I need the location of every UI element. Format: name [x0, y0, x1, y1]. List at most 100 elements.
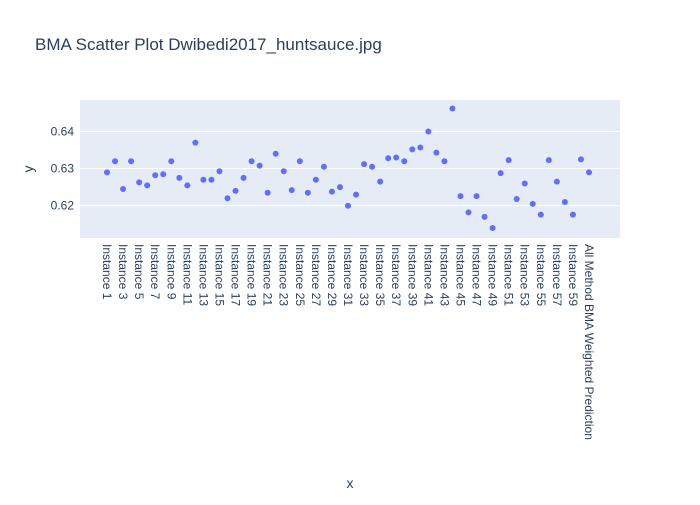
x-tick-label: Instance 27	[309, 244, 323, 306]
data-point[interactable]	[168, 158, 175, 165]
x-tick-label: Instance 13	[196, 244, 210, 306]
data-point[interactable]	[481, 213, 488, 220]
data-point[interactable]	[465, 209, 472, 216]
chart-title: BMA Scatter Plot Dwibedi2017_huntsauce.j…	[35, 35, 382, 54]
x-tick-label: All Method BMA Weighted Prediction	[582, 244, 596, 440]
data-point[interactable]	[296, 158, 303, 165]
data-point[interactable]	[385, 155, 392, 162]
data-point[interactable]	[449, 105, 456, 112]
x-tick-label: Instance 35	[373, 244, 387, 306]
x-tick-label: Instance 45	[453, 244, 467, 306]
data-point[interactable]	[489, 224, 496, 231]
data-point[interactable]	[586, 169, 592, 176]
x-tick-label: Instance 23	[277, 244, 291, 306]
data-point[interactable]	[361, 161, 368, 168]
data-point[interactable]	[345, 202, 351, 209]
data-point[interactable]	[336, 184, 343, 191]
data-point[interactable]	[409, 146, 416, 153]
x-tick-label: Instance 15	[212, 244, 226, 306]
data-point[interactable]	[505, 157, 512, 164]
data-point[interactable]	[577, 156, 584, 163]
x-tick-label: Instance 49	[486, 244, 500, 306]
data-point[interactable]	[216, 168, 223, 175]
data-point[interactable]	[553, 178, 560, 185]
data-point[interactable]	[537, 211, 544, 218]
x-tick-label: Instance 17	[229, 244, 243, 306]
x-tick-label: Instance 51	[502, 244, 516, 306]
x-tick-label: Instance 41	[421, 244, 435, 306]
data-points	[104, 105, 592, 231]
data-point[interactable]	[248, 158, 255, 165]
x-tick-labels: Instance 1 Instance 3 Instance 5 Instance 7…	[100, 244, 596, 440]
y-axis-title: y	[20, 166, 36, 173]
x-tick-label: Instance 31	[341, 244, 355, 306]
data-point[interactable]	[561, 199, 568, 206]
data-point[interactable]	[112, 158, 119, 165]
data-point[interactable]	[369, 163, 376, 170]
data-point[interactable]	[433, 149, 440, 156]
data-point[interactable]	[208, 176, 215, 183]
data-point[interactable]	[192, 139, 199, 146]
x-tick-label: Instance 11	[180, 244, 194, 305]
x-tick-label: Instance 19	[245, 244, 259, 306]
x-tick-label: Instance 33	[357, 244, 371, 306]
x-tick-label: Instance 55	[534, 244, 548, 306]
data-point[interactable]	[497, 170, 504, 177]
data-point[interactable]	[417, 144, 424, 151]
data-point[interactable]	[160, 171, 167, 178]
data-point[interactable]	[256, 162, 263, 169]
data-point[interactable]	[304, 189, 311, 196]
x-tick-label: Instance 5	[132, 244, 146, 300]
data-point[interactable]	[104, 169, 110, 176]
data-point[interactable]	[457, 193, 464, 200]
data-point[interactable]	[152, 172, 159, 179]
data-point[interactable]	[312, 176, 319, 183]
data-point[interactable]	[144, 182, 151, 189]
x-tick-label: Instance 29	[325, 244, 339, 306]
data-point[interactable]	[120, 186, 127, 193]
x-tick-label: Instance 39	[405, 244, 419, 306]
x-tick-label: Instance 1	[100, 244, 114, 300]
data-point[interactable]	[200, 176, 207, 183]
y-tick-label: 0.64	[51, 125, 75, 139]
data-point[interactable]	[176, 174, 183, 181]
x-axis-title: x	[347, 475, 354, 491]
x-tick-label: Instance 47	[470, 244, 484, 306]
data-point[interactable]	[441, 158, 448, 165]
y-tick-label: 0.63	[51, 162, 75, 176]
data-point[interactable]	[128, 158, 135, 165]
y-tick-labels: 0.62 0.63 0.64	[51, 125, 75, 213]
data-point[interactable]	[288, 187, 295, 194]
x-tick-label: Instance 57	[550, 244, 564, 306]
data-point[interactable]	[232, 187, 239, 194]
data-point[interactable]	[136, 179, 143, 186]
data-point[interactable]	[393, 154, 400, 161]
data-point[interactable]	[569, 211, 576, 218]
data-point[interactable]	[320, 163, 327, 170]
data-point[interactable]	[401, 158, 408, 165]
data-point[interactable]	[328, 188, 335, 195]
x-tick-label: Instance 25	[293, 244, 307, 306]
data-point[interactable]	[280, 168, 287, 175]
data-point[interactable]	[184, 182, 191, 189]
x-tick-label: Instance 59	[566, 244, 580, 306]
data-point[interactable]	[377, 178, 384, 185]
data-point[interactable]	[264, 189, 271, 196]
data-point[interactable]	[240, 174, 247, 181]
data-point[interactable]	[513, 196, 520, 203]
data-point[interactable]	[224, 195, 231, 202]
data-point[interactable]	[425, 128, 432, 135]
data-point[interactable]	[353, 191, 360, 198]
x-tick-label: Instance 37	[389, 244, 403, 306]
data-point[interactable]	[521, 180, 528, 187]
x-tick-label: Instance 43	[437, 244, 451, 306]
x-tick-label: Instance 7	[148, 244, 162, 300]
x-tick-label: Instance 9	[164, 244, 178, 300]
data-point[interactable]	[545, 157, 552, 164]
data-point[interactable]	[473, 193, 480, 200]
data-point[interactable]	[272, 150, 279, 157]
x-tick-label: Instance 53	[518, 244, 532, 306]
data-point[interactable]	[529, 200, 536, 207]
